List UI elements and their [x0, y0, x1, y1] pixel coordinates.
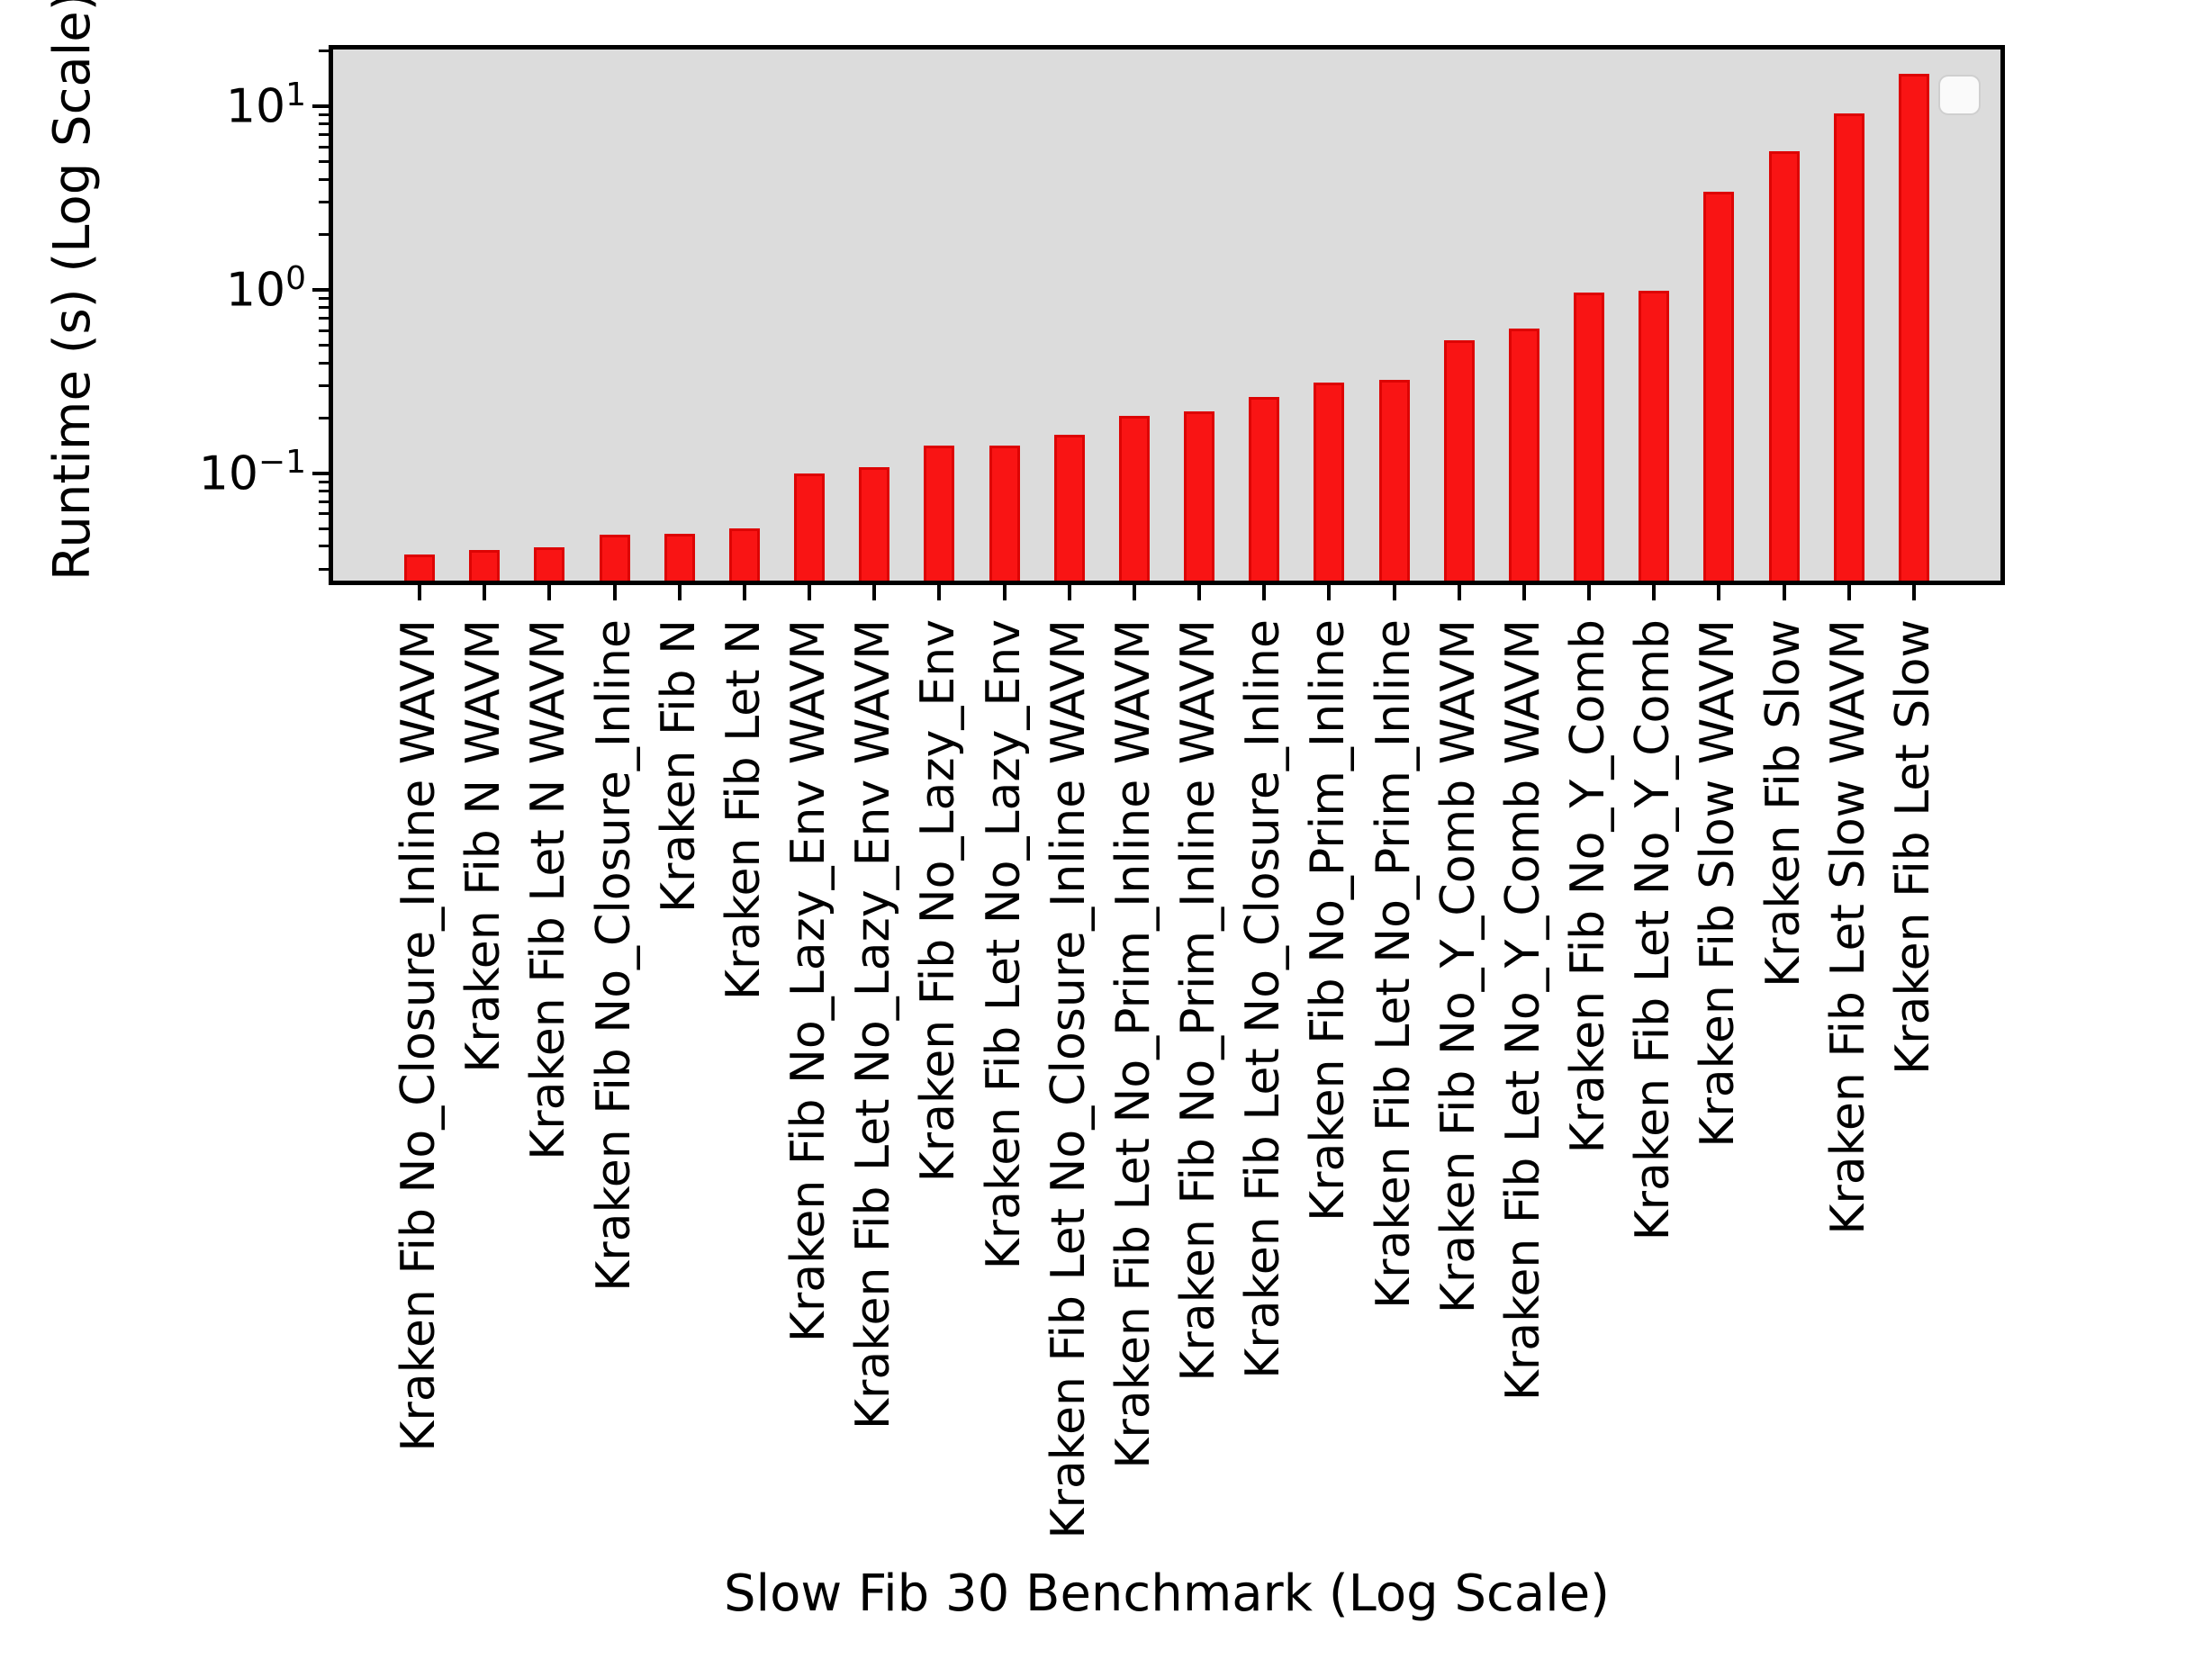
y-minor-tick	[319, 177, 329, 181]
y-minor-tick	[319, 545, 329, 548]
y-minor-tick	[319, 113, 329, 116]
bar	[1443, 340, 1475, 581]
x-tick-mark	[1846, 585, 1851, 600]
bar	[1508, 328, 1539, 581]
plot-area	[312, 50, 2000, 600]
y-minor-tick	[319, 480, 329, 483]
x-category-label: Kraken Fib Let Slow	[1886, 619, 1941, 1075]
bar	[1184, 410, 1215, 581]
y-minor-tick	[319, 361, 329, 365]
y-minor-tick	[319, 159, 329, 163]
x-tick-mark	[1717, 585, 1721, 600]
x-tick-mark	[872, 585, 877, 600]
bar	[859, 466, 890, 581]
bar	[728, 528, 760, 581]
bar	[1768, 151, 1800, 581]
y-minor-tick	[319, 500, 329, 503]
y-minor-tick	[319, 122, 329, 126]
bar	[989, 445, 1020, 581]
y-minor-tick	[319, 233, 329, 237]
bar	[599, 535, 630, 581]
bar	[534, 546, 565, 581]
y-minor-tick	[319, 527, 329, 530]
x-axis-title: Slow Fib 30 Benchmark (Log Scale)	[723, 1564, 1611, 1623]
y-major-tick	[312, 287, 329, 292]
bar	[794, 473, 826, 581]
y-minor-tick	[319, 567, 329, 571]
x-tick-mark	[1067, 585, 1071, 600]
bar	[924, 445, 955, 581]
x-tick-mark	[677, 585, 682, 600]
bar	[1703, 191, 1735, 581]
y-minor-tick	[319, 490, 329, 492]
y-minor-tick	[319, 416, 329, 419]
x-tick-mark	[808, 585, 812, 600]
x-tick-mark	[742, 585, 746, 600]
y-minor-tick	[319, 329, 329, 332]
bar	[1053, 434, 1085, 581]
x-tick-mark	[1521, 585, 1526, 600]
x-tick-mark	[1002, 585, 1007, 600]
y-minor-tick	[319, 145, 329, 149]
x-tick-mark	[1587, 585, 1592, 600]
x-tick-mark	[612, 585, 617, 600]
y-minor-tick	[319, 343, 329, 347]
y-minor-tick	[319, 133, 329, 137]
x-tick-mark	[483, 585, 487, 600]
bar	[404, 555, 435, 581]
x-tick-mark	[937, 585, 942, 600]
x-tick-mark	[1262, 585, 1267, 600]
bar	[1378, 379, 1410, 581]
x-tick-mark	[547, 585, 552, 600]
x-tick-mark	[1392, 585, 1396, 600]
bar	[1314, 383, 1345, 581]
y-minor-tick	[319, 306, 329, 310]
bar	[1833, 113, 1864, 581]
bar	[1574, 292, 1605, 581]
y-minor-tick	[319, 384, 329, 387]
y-minor-tick	[319, 317, 329, 320]
bar	[1899, 73, 1929, 581]
legend-box	[1938, 75, 1981, 115]
bar	[469, 550, 501, 581]
bar	[1249, 396, 1280, 581]
y-minor-tick	[319, 50, 329, 53]
x-tick-mark	[1652, 585, 1657, 600]
x-tick-mark	[1782, 585, 1786, 600]
y-minor-tick	[319, 512, 329, 516]
x-tick-mark	[1912, 585, 1916, 600]
y-minor-tick	[319, 201, 329, 204]
y-tick-label: 101	[225, 77, 306, 134]
x-tick-mark	[1327, 585, 1332, 600]
bar	[1118, 415, 1150, 581]
x-tick-mark	[1132, 585, 1136, 600]
y-tick-label: 10−1	[198, 443, 306, 501]
x-tick-mark	[1457, 585, 1461, 600]
y-major-tick	[312, 471, 329, 475]
x-tick-mark	[418, 585, 421, 600]
bar	[1639, 290, 1670, 581]
x-tick-mark	[1197, 585, 1202, 600]
y-tick-label: 100	[225, 259, 306, 318]
bar	[664, 533, 695, 581]
y-minor-tick	[319, 296, 329, 300]
y-major-tick	[312, 104, 329, 109]
